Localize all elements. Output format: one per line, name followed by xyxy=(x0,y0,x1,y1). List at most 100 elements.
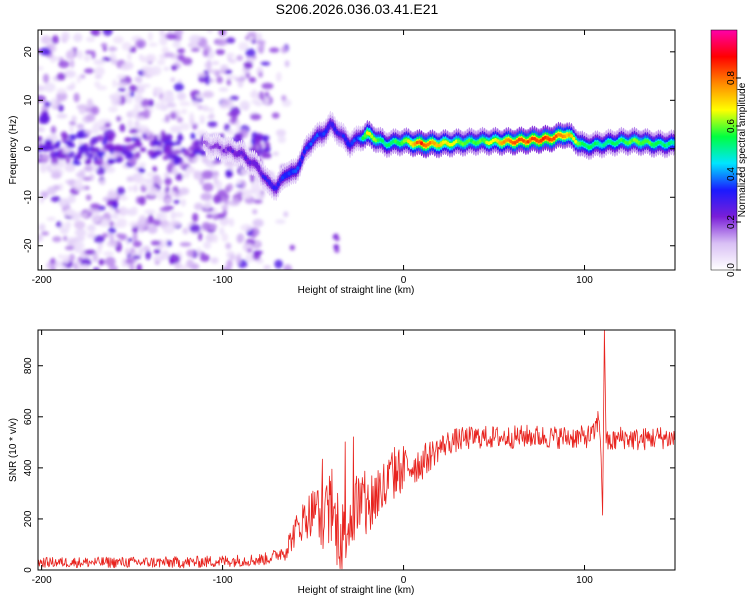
noise-blob xyxy=(218,87,229,92)
noise-blob xyxy=(41,231,50,236)
noise-blob xyxy=(69,124,74,133)
noise-blob xyxy=(40,35,52,45)
noise-blob xyxy=(226,78,231,86)
noise-blob xyxy=(195,94,204,99)
noise-blob xyxy=(50,172,62,179)
noise-blob xyxy=(106,192,119,200)
noise-blob xyxy=(64,163,76,173)
spectrogram-ridge xyxy=(202,110,675,201)
noise-blob xyxy=(190,132,196,140)
noise-blob xyxy=(225,69,233,75)
noise-blob xyxy=(186,259,195,269)
noise-blob xyxy=(138,215,147,225)
noise-blob xyxy=(138,168,146,174)
ridge-cell xyxy=(367,132,372,136)
noise-blob xyxy=(111,97,121,106)
noise-blob xyxy=(181,57,193,66)
noise-blob xyxy=(202,182,214,192)
noise-blob xyxy=(191,100,200,106)
noise-blob xyxy=(167,90,173,96)
colorbar: 0.0 0.2 0.4 0.6 0.8 Normalized spectral ampl… xyxy=(710,29,748,277)
noise-blob xyxy=(99,152,104,159)
noise-blob xyxy=(105,143,115,149)
noise-blob xyxy=(113,151,118,160)
noise-blob xyxy=(38,136,43,142)
noise-blob xyxy=(225,242,232,250)
noise-blob xyxy=(56,221,62,228)
noise-blob xyxy=(272,151,279,156)
noise-blob xyxy=(199,254,210,262)
noise-blob xyxy=(116,115,121,122)
noise-blob xyxy=(182,227,189,235)
noise-blob xyxy=(135,137,141,145)
ridge-cell xyxy=(572,136,576,141)
spectrogram-image xyxy=(38,30,675,270)
ridge-cell xyxy=(309,142,313,146)
noise-blob xyxy=(111,58,118,65)
x-tick-label: 100 xyxy=(576,275,593,286)
noise-blob xyxy=(93,161,103,166)
noise-blob xyxy=(202,105,209,112)
ridge-cell xyxy=(218,145,222,150)
noise-blob xyxy=(241,189,253,200)
noise-blob xyxy=(284,60,290,68)
ridge-cell xyxy=(276,182,280,187)
noise-blob xyxy=(254,101,263,107)
noise-blob xyxy=(128,84,138,92)
noise-blob xyxy=(74,220,86,230)
noise-blob xyxy=(39,47,51,56)
noise-blob xyxy=(163,172,170,179)
ridge-cell xyxy=(561,134,565,139)
noise-blob xyxy=(85,194,92,201)
noise-blob xyxy=(165,114,170,123)
spectrogram-noise xyxy=(38,30,340,270)
noise-blob xyxy=(92,252,99,263)
noise-blob xyxy=(213,177,218,185)
x-tick-label: 0 xyxy=(401,275,407,286)
noise-blob xyxy=(147,31,153,42)
noise-blob xyxy=(175,173,183,181)
noise-blob xyxy=(213,194,222,204)
noise-blob xyxy=(98,259,105,266)
noise-blob xyxy=(258,91,264,101)
snr-ticks: -200 -100 0 100 0 200 400 600 800 xyxy=(23,330,675,586)
snr-frame xyxy=(37,329,676,571)
colorbar-tick-label: 0.6 xyxy=(726,119,737,133)
noise-blob xyxy=(203,241,212,250)
ridge-cell xyxy=(205,141,209,146)
noise-blob xyxy=(72,160,82,166)
noise-blob xyxy=(44,139,52,146)
noise-blob xyxy=(166,240,172,247)
noise-blob xyxy=(220,64,229,72)
noise-blob xyxy=(85,50,94,55)
noise-blob xyxy=(103,251,114,257)
noise-blob xyxy=(41,145,48,151)
noise-blob xyxy=(187,153,196,159)
ridge-cell xyxy=(307,144,311,148)
noise-blob xyxy=(202,44,211,51)
noise-blob xyxy=(172,40,181,49)
noise-blob xyxy=(135,39,147,49)
noise-blob xyxy=(228,218,235,227)
noise-blob xyxy=(207,30,213,34)
noise-blob xyxy=(76,123,85,130)
noise-blob xyxy=(159,206,171,213)
noise-blob xyxy=(235,254,242,265)
ridge-cell xyxy=(305,146,309,150)
noise-blob xyxy=(69,253,75,262)
noise-blob xyxy=(74,228,87,237)
noise-blob xyxy=(252,89,257,97)
noise-blob xyxy=(204,75,211,85)
noise-blob xyxy=(226,37,236,44)
y-tick-label: 400 xyxy=(23,459,34,476)
noise-blob xyxy=(189,224,201,233)
x-tick-label: 100 xyxy=(576,575,593,586)
noise-blob xyxy=(106,134,114,143)
noise-blob xyxy=(174,155,181,162)
x-tick-label: -200 xyxy=(32,275,52,286)
noise-blob xyxy=(160,98,166,107)
ridge-cell xyxy=(363,134,367,138)
ridge-cell xyxy=(311,138,315,143)
